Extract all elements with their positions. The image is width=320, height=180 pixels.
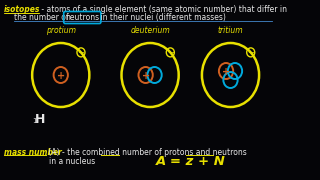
Text: the number of: the number of [14, 13, 71, 22]
Text: tritium: tritium [218, 26, 243, 35]
Text: −: − [167, 48, 174, 57]
Text: in a nucleus: in a nucleus [49, 157, 95, 166]
Text: +: + [222, 66, 230, 76]
Text: neutrons: neutrons [65, 13, 99, 22]
Text: isotopes: isotopes [4, 5, 40, 14]
Text: (A) - the combined number of protons and neutrons: (A) - the combined number of protons and… [46, 148, 247, 157]
Text: deuterium: deuterium [130, 26, 170, 35]
Text: - atoms of a single element (same atomic number) that differ in: - atoms of a single element (same atomic… [39, 5, 287, 14]
Text: mass number: mass number [4, 148, 61, 157]
Text: −: − [247, 48, 254, 57]
Text: +: + [141, 71, 150, 80]
Text: protium: protium [46, 26, 76, 35]
Text: 1: 1 [33, 118, 37, 124]
Text: in their nuclei (different masses): in their nuclei (different masses) [98, 13, 226, 22]
Text: A = z + N: A = z + N [156, 155, 226, 168]
Text: +: + [57, 71, 65, 80]
Text: H: H [35, 113, 45, 126]
Text: −: − [77, 48, 84, 57]
